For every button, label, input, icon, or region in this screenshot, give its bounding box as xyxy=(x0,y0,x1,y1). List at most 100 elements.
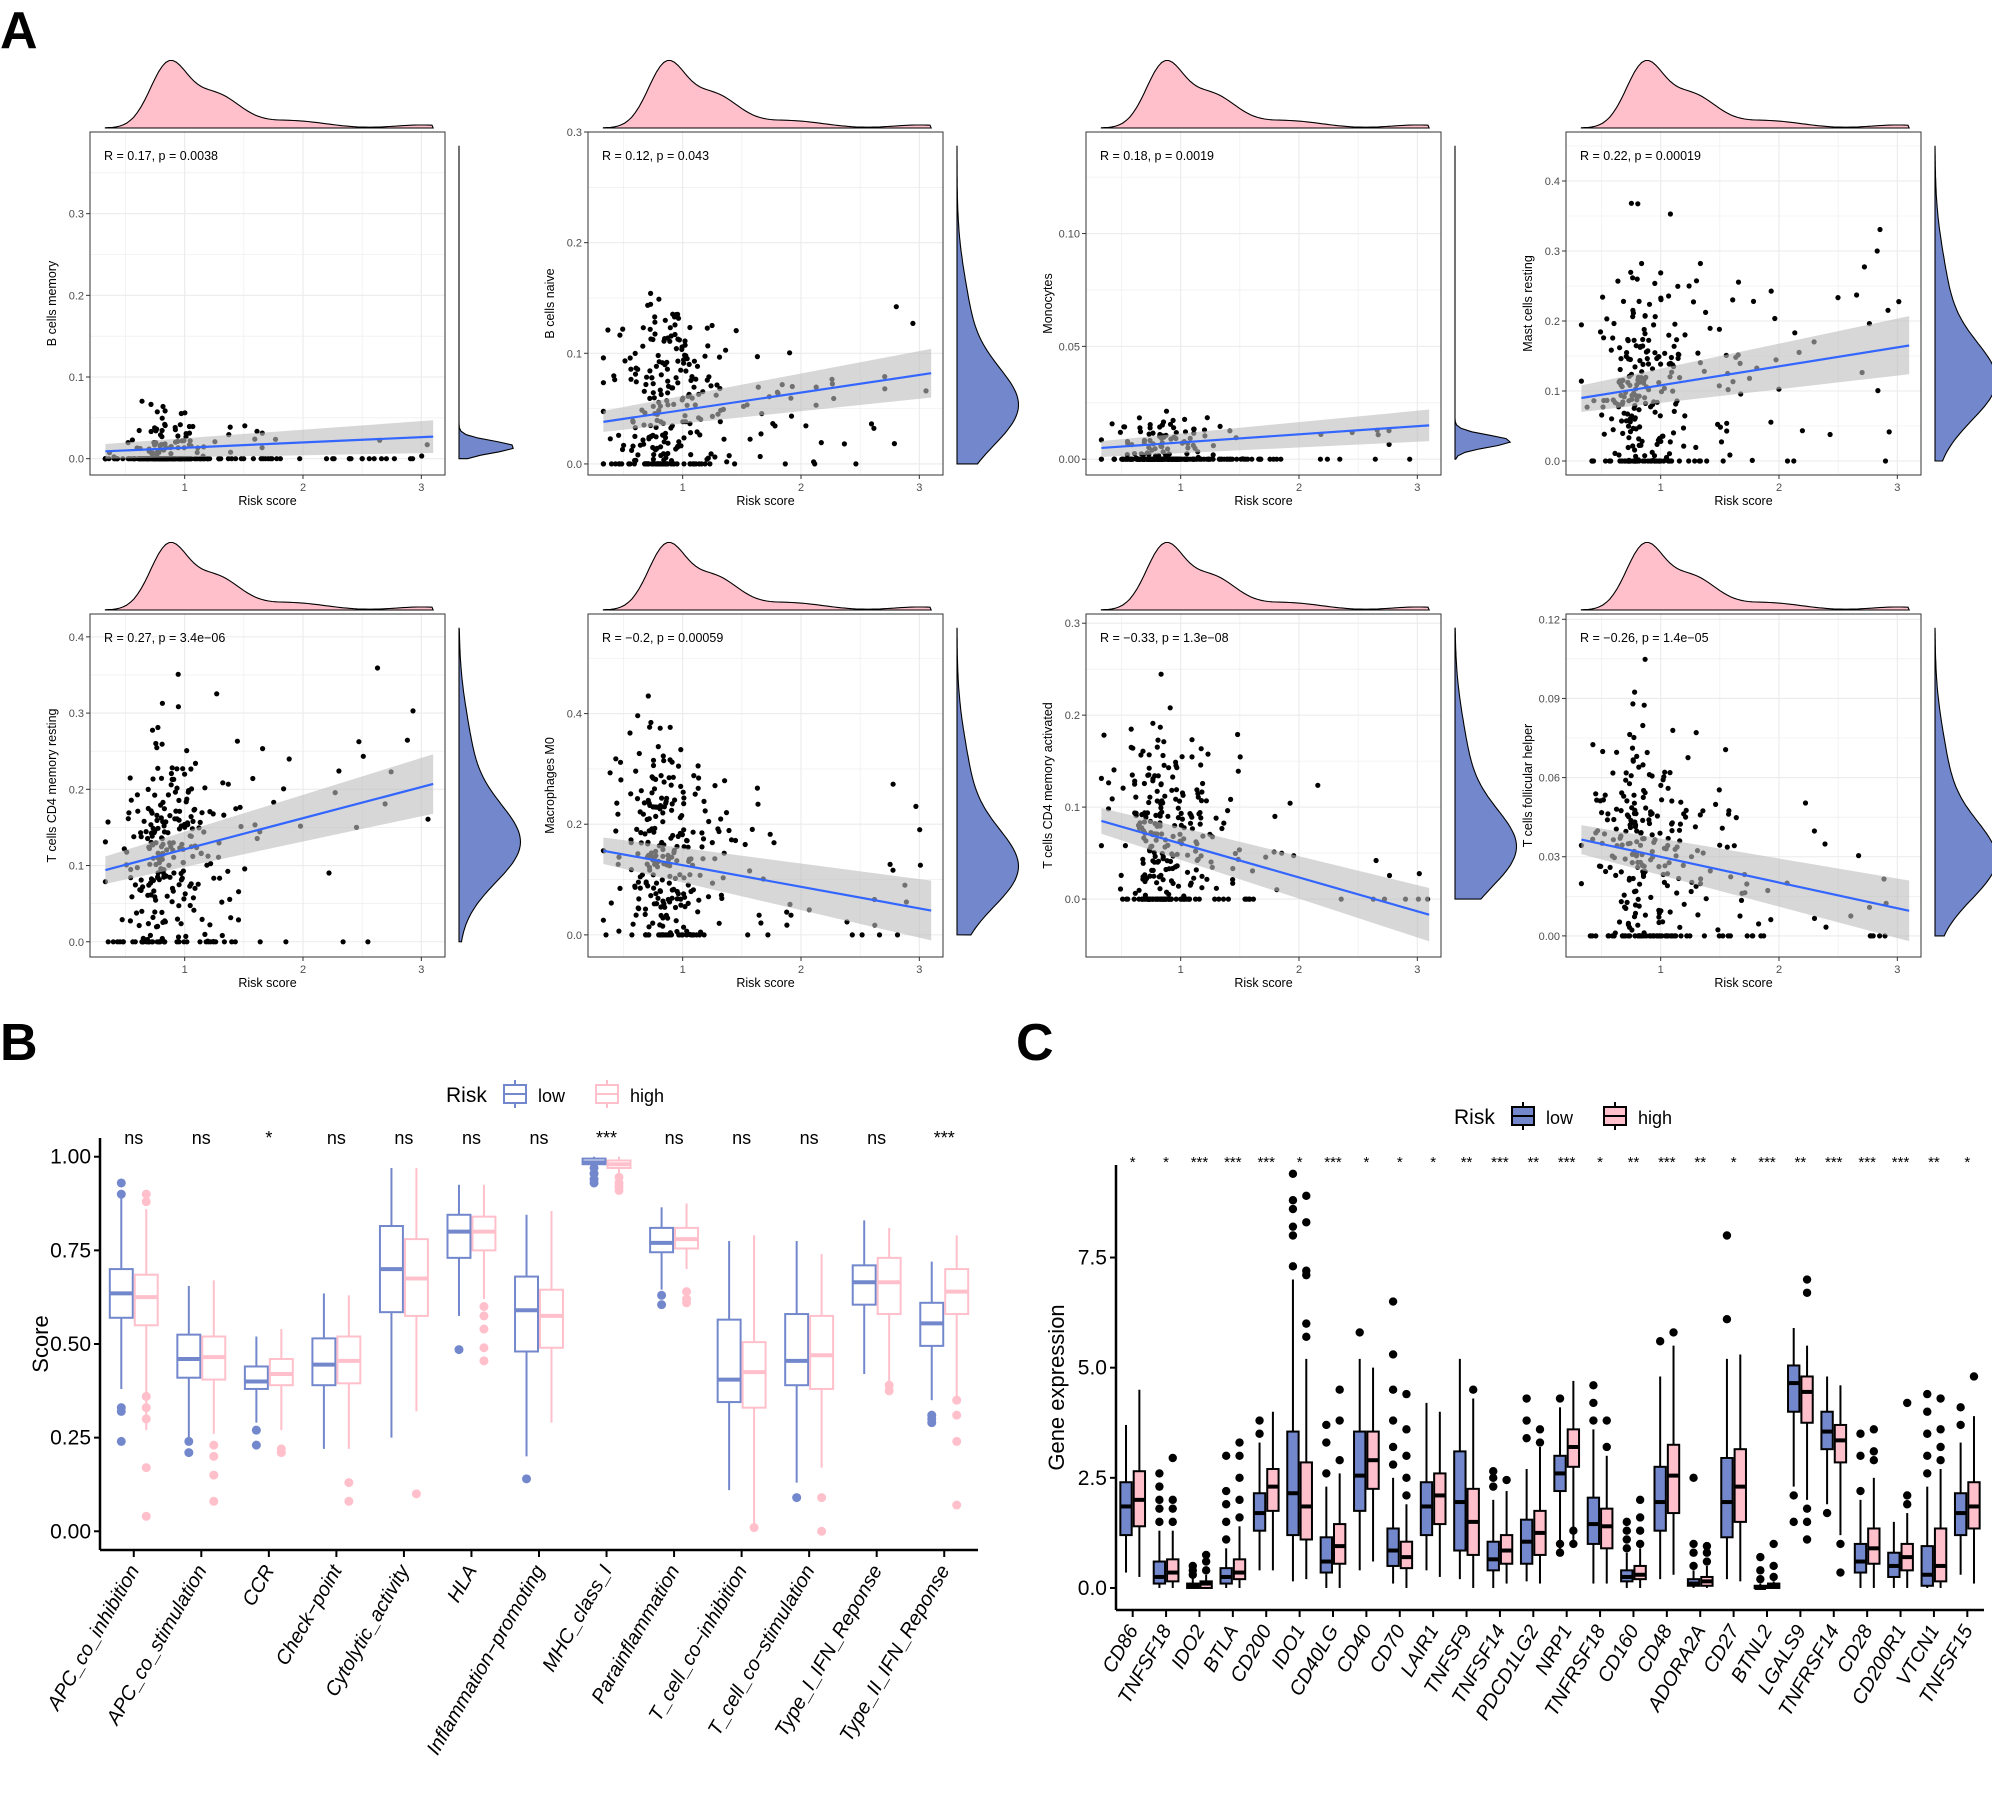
data-point xyxy=(1697,458,1703,464)
box-low xyxy=(1887,1521,1901,1588)
outlier-point xyxy=(1201,1566,1211,1575)
data-point xyxy=(675,358,681,364)
data-point xyxy=(674,461,680,467)
data-point xyxy=(818,440,824,446)
data-point xyxy=(660,753,666,759)
data-point xyxy=(745,932,751,938)
box-iqr xyxy=(176,1333,202,1379)
data-point xyxy=(180,766,186,772)
data-point xyxy=(1724,420,1730,426)
data-point xyxy=(1651,453,1658,459)
data-point xyxy=(695,909,701,915)
data-point xyxy=(685,900,691,907)
data-point xyxy=(722,778,728,784)
data-point xyxy=(1630,443,1636,449)
outlier-point xyxy=(1655,1337,1665,1346)
outlier-point xyxy=(1288,1231,1298,1240)
box-iqr xyxy=(1633,1564,1647,1581)
data-point xyxy=(1142,810,1148,816)
data-point xyxy=(1692,824,1698,830)
significance-label: ns xyxy=(529,1128,548,1148)
y-axis-title: B cells naive xyxy=(543,268,557,338)
x-tick-label: 1 xyxy=(1178,482,1184,494)
box-iqr xyxy=(1166,1558,1180,1583)
data-point xyxy=(1724,844,1730,850)
confidence-band xyxy=(1101,808,1430,942)
data-point xyxy=(145,835,151,842)
data-point xyxy=(659,795,665,801)
data-point xyxy=(668,425,674,431)
data-point xyxy=(1162,793,1168,799)
data-point xyxy=(404,737,410,743)
data-point xyxy=(652,319,658,325)
data-point xyxy=(742,841,748,848)
data-point xyxy=(1637,358,1643,364)
data-point xyxy=(1154,788,1160,794)
data-point xyxy=(1623,418,1629,424)
data-point xyxy=(1791,458,1797,464)
data-point xyxy=(1703,896,1709,902)
data-point xyxy=(645,883,651,889)
data-point xyxy=(1111,767,1117,773)
significance-label: ** xyxy=(1694,1154,1706,1171)
data-point xyxy=(635,713,641,719)
data-point xyxy=(205,456,211,462)
data-point xyxy=(653,363,660,369)
x-tick-label: 3 xyxy=(916,964,922,976)
data-point xyxy=(667,899,673,905)
outlier-point xyxy=(344,1478,354,1488)
box-iqr xyxy=(1333,1523,1347,1565)
data-point xyxy=(1614,749,1620,755)
data-point xyxy=(1656,910,1662,916)
top-marginal-density xyxy=(104,541,434,611)
data-point xyxy=(237,804,243,810)
box-low xyxy=(1252,1416,1267,1571)
outlier-point xyxy=(209,1496,219,1506)
data-point xyxy=(1885,307,1891,313)
outlier-point xyxy=(1756,1574,1765,1584)
data-point xyxy=(628,791,634,797)
y-axis-title: Score xyxy=(28,1315,53,1372)
x-tick-label: 1 xyxy=(182,482,188,494)
data-point xyxy=(681,801,687,807)
outlier-point xyxy=(1522,1433,1531,1443)
data-point xyxy=(138,834,144,840)
data-point xyxy=(645,797,651,804)
y-tick-label: 0.0 xyxy=(1065,894,1080,906)
data-point xyxy=(173,808,179,814)
data-point xyxy=(647,326,653,332)
box-high xyxy=(1499,1475,1514,1584)
category-label: CCR xyxy=(238,1562,279,1611)
outlier-point xyxy=(792,1493,802,1503)
data-point xyxy=(195,881,201,887)
data-point xyxy=(105,819,111,825)
outlier-point xyxy=(1769,1572,1778,1582)
box-high xyxy=(1933,1394,1948,1588)
data-point xyxy=(1194,787,1200,793)
data-point xyxy=(127,775,133,781)
data-point xyxy=(175,433,181,439)
outlier-point xyxy=(1923,1451,1932,1460)
data-point xyxy=(1624,899,1630,906)
data-point xyxy=(145,805,151,812)
data-point xyxy=(149,727,156,733)
y-axis-title: B cells memory xyxy=(45,260,59,346)
data-point xyxy=(1160,800,1166,806)
box-high xyxy=(1466,1385,1480,1588)
data-point xyxy=(234,738,240,744)
data-point xyxy=(1737,913,1743,919)
legend-key-low xyxy=(1511,1102,1535,1130)
y-tick-label: 0.03 xyxy=(1539,852,1560,864)
box-low xyxy=(176,1285,202,1458)
data-point xyxy=(1159,422,1165,428)
significance-label: ns xyxy=(867,1128,886,1148)
data-point xyxy=(1667,458,1673,464)
data-point xyxy=(1150,720,1156,726)
data-point xyxy=(695,763,701,769)
data-point xyxy=(1170,774,1176,780)
box-iqr xyxy=(1867,1527,1881,1565)
box-high xyxy=(1333,1385,1347,1588)
data-point xyxy=(1172,864,1178,870)
box-iqr xyxy=(1419,1481,1434,1537)
